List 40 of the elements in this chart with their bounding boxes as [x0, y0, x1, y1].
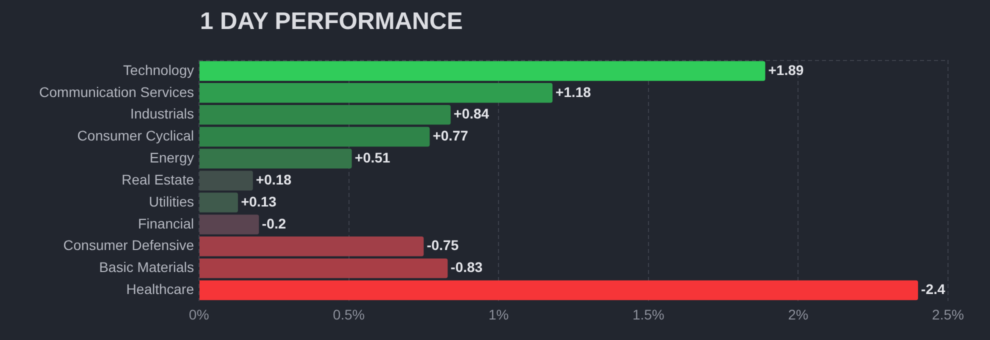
data-label: +0.77	[432, 128, 468, 144]
bar	[200, 192, 238, 212]
annotation: -2.4	[921, 281, 946, 298]
x-tick-label: 0.5%	[332, 306, 365, 322]
x-tick-label: 1%	[488, 306, 509, 322]
y-tick-label: Technology	[123, 62, 194, 78]
x-tick-label: 2.5%	[932, 306, 964, 322]
x-tick-label: 1.5%	[632, 306, 664, 322]
y-tick-label: Energy	[150, 150, 194, 166]
data-label: +1.89	[768, 62, 804, 78]
data-label: +0.13	[240, 193, 277, 210]
annotation: -0.83	[450, 259, 483, 276]
y-tick-label: Consumer Defensive	[63, 237, 194, 254]
data-label: +0.84	[454, 106, 490, 122]
bar	[200, 258, 448, 278]
bar	[200, 236, 424, 256]
x-tick-label: 2%	[788, 306, 808, 322]
bar	[200, 148, 352, 169]
bar	[200, 126, 430, 147]
data-label: +1.18	[556, 84, 592, 100]
y-tick-label: Industrials	[130, 106, 194, 122]
bar	[200, 104, 451, 125]
annotation: -0.2	[262, 215, 286, 232]
bar	[200, 170, 253, 190]
x-tick-label: 0%	[188, 306, 210, 322]
y-tick-label: Healthcare	[126, 281, 194, 298]
annotation: -0.75	[426, 237, 459, 254]
data-label: +0.18	[256, 171, 292, 188]
bar	[200, 61, 766, 81]
bar	[200, 83, 553, 103]
bar	[200, 214, 259, 234]
y-tick-label: Utilities	[148, 193, 194, 210]
data-label: +0.51	[354, 150, 390, 166]
y-tick-label: Real Estate	[122, 171, 194, 188]
y-tick-label: Financial	[138, 215, 194, 232]
y-tick-label: Consumer Cyclical	[77, 128, 194, 144]
y-tick-label: Communication Services	[39, 84, 194, 100]
chart-title: 1 DAY PERFORMANCE	[200, 8, 463, 36]
bar	[200, 280, 918, 300]
y-tick-label: Basic Materials	[99, 259, 194, 276]
